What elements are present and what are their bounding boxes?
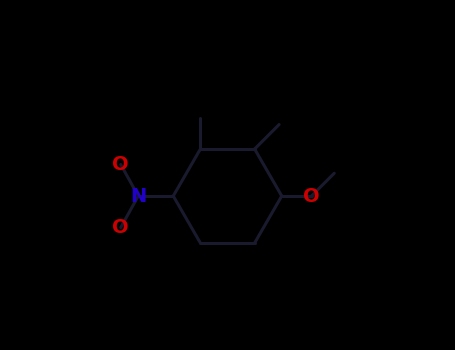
Text: O: O xyxy=(303,187,320,205)
Text: N: N xyxy=(130,187,147,205)
Text: O: O xyxy=(112,155,129,174)
Text: O: O xyxy=(112,218,129,237)
